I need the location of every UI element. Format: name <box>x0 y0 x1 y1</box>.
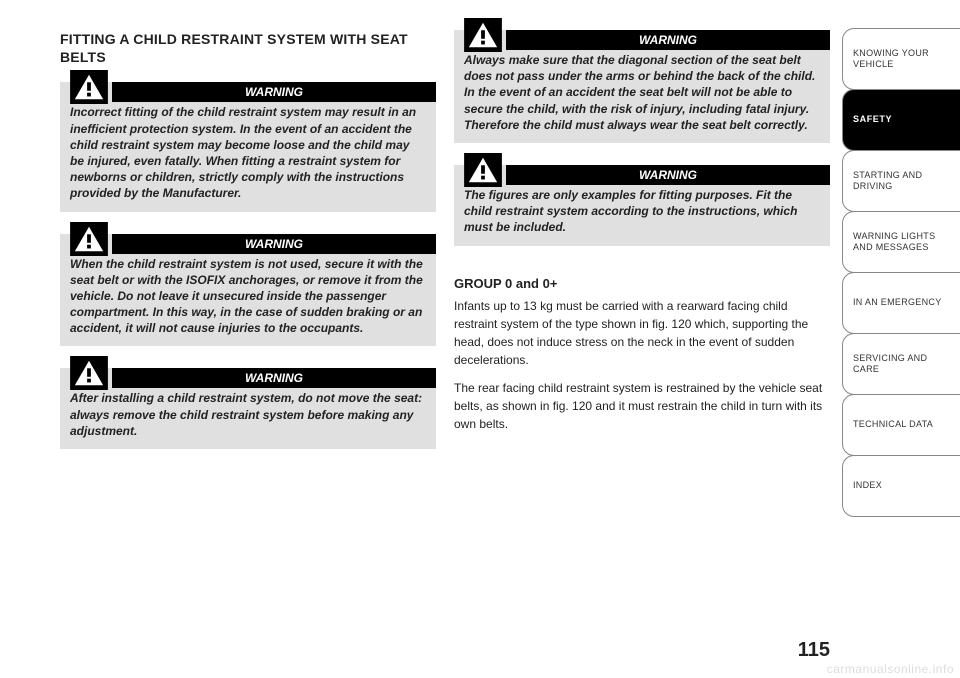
tab-warning-lights[interactable]: WARNING LIGHTS AND MESSAGES <box>842 211 960 273</box>
warning-triangle-icon <box>70 222 108 256</box>
tab-label: SAFETY <box>853 114 892 125</box>
warning-text-3: After installing a child restraint syste… <box>70 390 426 439</box>
warning-text-2: When the child restraint system is not u… <box>70 256 426 337</box>
warning-triangle-icon <box>464 18 502 52</box>
warning-header: WARNING <box>112 82 436 102</box>
warning-triangle-icon <box>70 356 108 390</box>
tab-safety[interactable]: SAFETY <box>842 89 960 151</box>
warning-triangle-icon <box>70 70 108 104</box>
left-column: FITTING A CHILD RESTRAINT SYSTEM WITH SE… <box>60 30 436 660</box>
tab-knowing-your-vehicle[interactable]: KNOWING YOUR VEHICLE <box>842 28 960 90</box>
warning-header: WARNING <box>506 30 830 50</box>
warning-header: WARNING <box>112 234 436 254</box>
page-container: FITTING A CHILD RESTRAINT SYSTEM WITH SE… <box>0 0 960 678</box>
warning-box-1: WARNING Incorrect fitting of the child r… <box>60 82 436 211</box>
tab-index[interactable]: INDEX <box>842 455 960 517</box>
warning-triangle-icon <box>464 153 502 187</box>
warning-box-4: WARNING Always make sure that the diagon… <box>454 30 830 143</box>
tab-label: TECHNICAL DATA <box>853 419 933 430</box>
tab-label: KNOWING YOUR VEHICLE <box>853 48 950 71</box>
tab-label: STARTING AND DRIVING <box>853 170 950 193</box>
warning-header: WARNING <box>506 165 830 185</box>
page-number: 115 <box>798 639 830 662</box>
tab-label: INDEX <box>853 480 882 491</box>
chapter-tabs-sidebar: KNOWING YOUR VEHICLE SAFETY STARTING AND… <box>842 0 960 678</box>
section-title: FITTING A CHILD RESTRAINT SYSTEM WITH SE… <box>60 30 436 66</box>
tab-in-an-emergency[interactable]: IN AN EMERGENCY <box>842 272 960 334</box>
tab-servicing-and-care[interactable]: SERVICING AND CARE <box>842 333 960 395</box>
warning-box-5: WARNING The figures are only examples fo… <box>454 165 830 246</box>
content-area: FITTING A CHILD RESTRAINT SYSTEM WITH SE… <box>0 0 842 678</box>
tab-label: WARNING LIGHTS AND MESSAGES <box>853 231 950 254</box>
group-heading: GROUP 0 and 0+ <box>454 276 830 291</box>
body-paragraph-2: The rear facing child restraint system i… <box>454 379 830 433</box>
warning-text-1: Incorrect fitting of the child restraint… <box>70 104 426 201</box>
tab-label: IN AN EMERGENCY <box>853 297 942 308</box>
watermark-text: carmanualsonline.info <box>827 662 954 676</box>
right-column: WARNING Always make sure that the diagon… <box>454 30 830 660</box>
body-paragraph-1: Infants up to 13 kg must be carried with… <box>454 297 830 369</box>
tab-technical-data[interactable]: TECHNICAL DATA <box>842 394 960 456</box>
warning-text-5: The figures are only examples for fittin… <box>464 187 820 236</box>
warning-box-2: WARNING When the child restraint system … <box>60 234 436 347</box>
warning-box-3: WARNING After installing a child restrai… <box>60 368 436 449</box>
tab-label: SERVICING AND CARE <box>853 353 950 376</box>
warning-text-4: Always make sure that the diagonal secti… <box>464 52 820 133</box>
tab-starting-and-driving[interactable]: STARTING AND DRIVING <box>842 150 960 212</box>
warning-header: WARNING <box>112 368 436 388</box>
